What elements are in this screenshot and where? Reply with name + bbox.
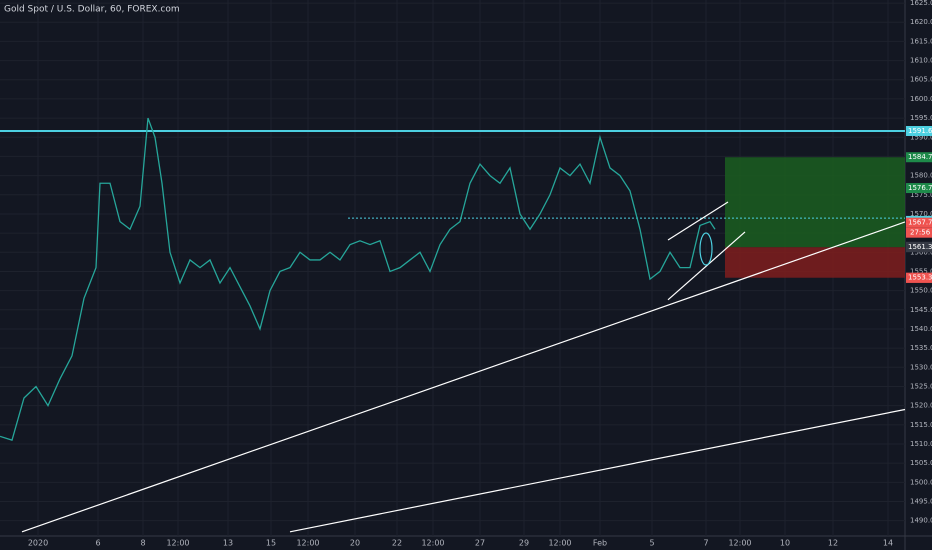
position-zone xyxy=(725,247,905,278)
x-tick-label: 8 xyxy=(140,539,145,548)
x-tick-label: 22 xyxy=(392,539,402,548)
price-line xyxy=(0,117,716,441)
price-label-box xyxy=(906,183,932,194)
y-tick-label: 1555.00 xyxy=(910,267,932,275)
x-tick-label: 10 xyxy=(780,539,790,548)
y-tick-label: 1535.00 xyxy=(910,344,932,352)
x-tick-label: 12:00 xyxy=(166,539,189,548)
x-tick-label: 13 xyxy=(223,539,233,548)
y-tick-label: 1525.00 xyxy=(910,382,932,390)
price-label: 1576.75 xyxy=(908,184,932,192)
y-tick-label: 1610.00 xyxy=(910,57,932,65)
x-tick-label: 29 xyxy=(519,539,529,548)
y-tick-label: 1500.00 xyxy=(910,478,932,486)
y-tick-label: 1495.00 xyxy=(910,497,932,505)
price-label: 1584.79 xyxy=(908,153,932,161)
x-tick-label: 12:00 xyxy=(728,539,751,548)
y-tick-label: 1545.00 xyxy=(910,306,932,314)
y-tick-label: 1625.00 xyxy=(910,0,932,7)
y-tick-label: 1595.00 xyxy=(910,114,932,122)
x-tick-label: 20 xyxy=(350,539,360,548)
y-tick-label: 1600.00 xyxy=(910,95,932,103)
position-zone xyxy=(725,157,905,248)
trend-line xyxy=(667,201,729,241)
chart-title: Gold Spot / U.S. Dollar, 60, FOREX.com xyxy=(4,5,180,15)
price-label-box xyxy=(906,272,932,283)
trend-line xyxy=(289,408,906,533)
y-tick-label: 1510.00 xyxy=(910,440,932,448)
countdown: 27:56 xyxy=(910,229,931,237)
x-tick-label: Feb xyxy=(593,539,607,548)
price-label: 1567.72 xyxy=(908,219,932,227)
y-tick-label: 1570.00 xyxy=(910,210,932,218)
price-label: 1561.32 xyxy=(908,243,932,251)
y-tick-label: 1505.00 xyxy=(910,459,932,467)
y-tick-label: 1620.00 xyxy=(910,18,932,26)
price-label-box xyxy=(906,152,932,163)
price-label-box xyxy=(906,242,932,253)
y-tick-label: 1515.00 xyxy=(910,421,932,429)
price-label-box xyxy=(906,126,932,137)
y-tick-label: 1605.00 xyxy=(910,76,932,84)
x-tick-label: 12:00 xyxy=(421,539,444,548)
y-tick-label: 1575.00 xyxy=(910,191,932,199)
y-tick-label: 1520.00 xyxy=(910,402,932,410)
y-tick-label: 1540.00 xyxy=(910,325,932,333)
x-tick-label: 6 xyxy=(95,539,100,548)
x-tick-label: 7 xyxy=(703,539,708,548)
y-tick-label: 1580.00 xyxy=(910,172,932,180)
x-tick-label: 12:00 xyxy=(548,539,571,548)
price-label: 1553.36 xyxy=(908,274,932,282)
y-tick-label: 1530.00 xyxy=(910,363,932,371)
x-tick-label: 2020 xyxy=(28,539,48,548)
x-tick-label: 5 xyxy=(649,539,654,548)
countdown-box xyxy=(906,227,932,238)
trend-line xyxy=(21,221,906,533)
x-tick-label: 12:00 xyxy=(296,539,319,548)
price-label: 1591.63 xyxy=(908,127,932,135)
highlight-ellipse xyxy=(699,232,713,266)
price-label-box xyxy=(906,217,932,228)
trend-line xyxy=(667,231,746,301)
x-tick-label: 27 xyxy=(475,539,485,548)
y-tick-label: 1490.00 xyxy=(910,517,932,525)
x-tick-label: 14 xyxy=(883,539,893,548)
y-tick-label: 1560.00 xyxy=(910,248,932,256)
x-tick-label: 15 xyxy=(266,539,276,548)
y-tick-label: 1550.00 xyxy=(910,287,932,295)
y-tick-label: 1590.00 xyxy=(910,133,932,141)
x-tick-label: 12 xyxy=(828,539,838,548)
y-tick-label: 1615.00 xyxy=(910,37,932,45)
